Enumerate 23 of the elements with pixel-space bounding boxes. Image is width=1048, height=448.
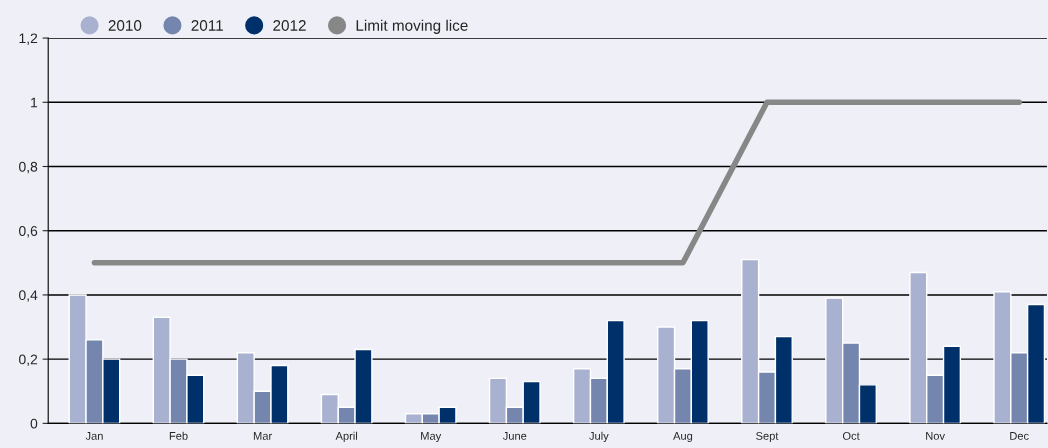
x-tick-label: Oct xyxy=(842,431,860,440)
x-tick-label: April xyxy=(335,431,358,443)
y-tick-label: 1,2 xyxy=(19,33,38,45)
y-tick-label: 0,2 xyxy=(19,354,38,366)
x-tick-label: Feb xyxy=(169,431,188,440)
x-tick-label: Jan xyxy=(85,432,103,440)
x-tick-label: Sept xyxy=(756,431,779,443)
x-tick-label: June xyxy=(502,432,527,440)
x-tick-label: July xyxy=(589,431,609,443)
y-tick-label: 0,4 xyxy=(19,290,38,302)
y-tick-label: 0 xyxy=(30,418,38,429)
y-tick-label: 0,6 xyxy=(19,226,38,238)
x-tick-label: May xyxy=(421,432,442,443)
x-tick-label: Aug xyxy=(673,432,693,443)
y-tick-label: 0,8 xyxy=(19,161,38,174)
legend-label: Limit moving lice xyxy=(356,19,468,34)
y-tick-label: 1 xyxy=(31,97,38,108)
legend-label: 2010 xyxy=(108,20,142,31)
legend-label: 2012 xyxy=(273,20,306,31)
x-tick-label: Nov xyxy=(926,432,945,440)
x-tick-label: Dec xyxy=(1010,432,1029,440)
legend-label: 2011 xyxy=(191,20,223,31)
x-tick-label: Mar xyxy=(253,432,272,440)
